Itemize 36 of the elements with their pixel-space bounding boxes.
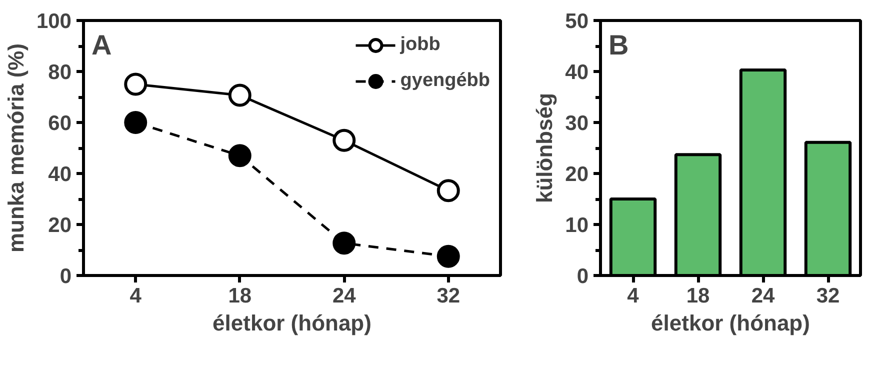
- point: [228, 144, 252, 168]
- legend-label: gyengébb: [400, 70, 490, 92]
- y-tick-label: 0: [60, 265, 72, 288]
- annotation: A: [92, 30, 112, 60]
- y-tick-label: 10: [565, 214, 588, 237]
- legend-label: jobb: [400, 34, 440, 56]
- y-tick-label: 30: [565, 112, 588, 135]
- y-tick-label: 40: [565, 61, 588, 84]
- x-axis-title: életkor (hónap): [212, 310, 372, 336]
- x-axis-title: életkor (hónap): [651, 310, 810, 336]
- y-tick-label: 40: [48, 163, 72, 186]
- point: [228, 84, 252, 107]
- x-tick-label: 18: [228, 284, 252, 308]
- y-tick-label: 20: [565, 163, 588, 186]
- point: [436, 244, 460, 268]
- annotation: B: [608, 30, 629, 60]
- point: [332, 232, 356, 255]
- point: [436, 179, 460, 202]
- y-tick-label: 0: [576, 265, 589, 288]
- y-tick-label: 100: [36, 10, 72, 33]
- y-axis-title: munka memória (%): [3, 43, 28, 253]
- point: [332, 128, 356, 152]
- point: [124, 111, 148, 134]
- y-axis-title: különbség: [532, 92, 558, 204]
- x-tick-label: 4: [130, 284, 142, 308]
- x-tick-label: 32: [436, 284, 460, 308]
- point: [124, 72, 148, 96]
- x-tick-label: 24: [751, 284, 775, 308]
- x-tick-label: 4: [627, 284, 640, 308]
- x-tick-label: 18: [686, 284, 710, 308]
- y-tick-label: 60: [48, 112, 72, 135]
- x-tick-label: 24: [332, 284, 356, 308]
- y-tick-label: 50: [565, 10, 588, 33]
- y-tick-label: 20: [48, 214, 72, 237]
- y-tick-label: 80: [48, 61, 72, 84]
- x-tick-label: 32: [816, 284, 840, 308]
